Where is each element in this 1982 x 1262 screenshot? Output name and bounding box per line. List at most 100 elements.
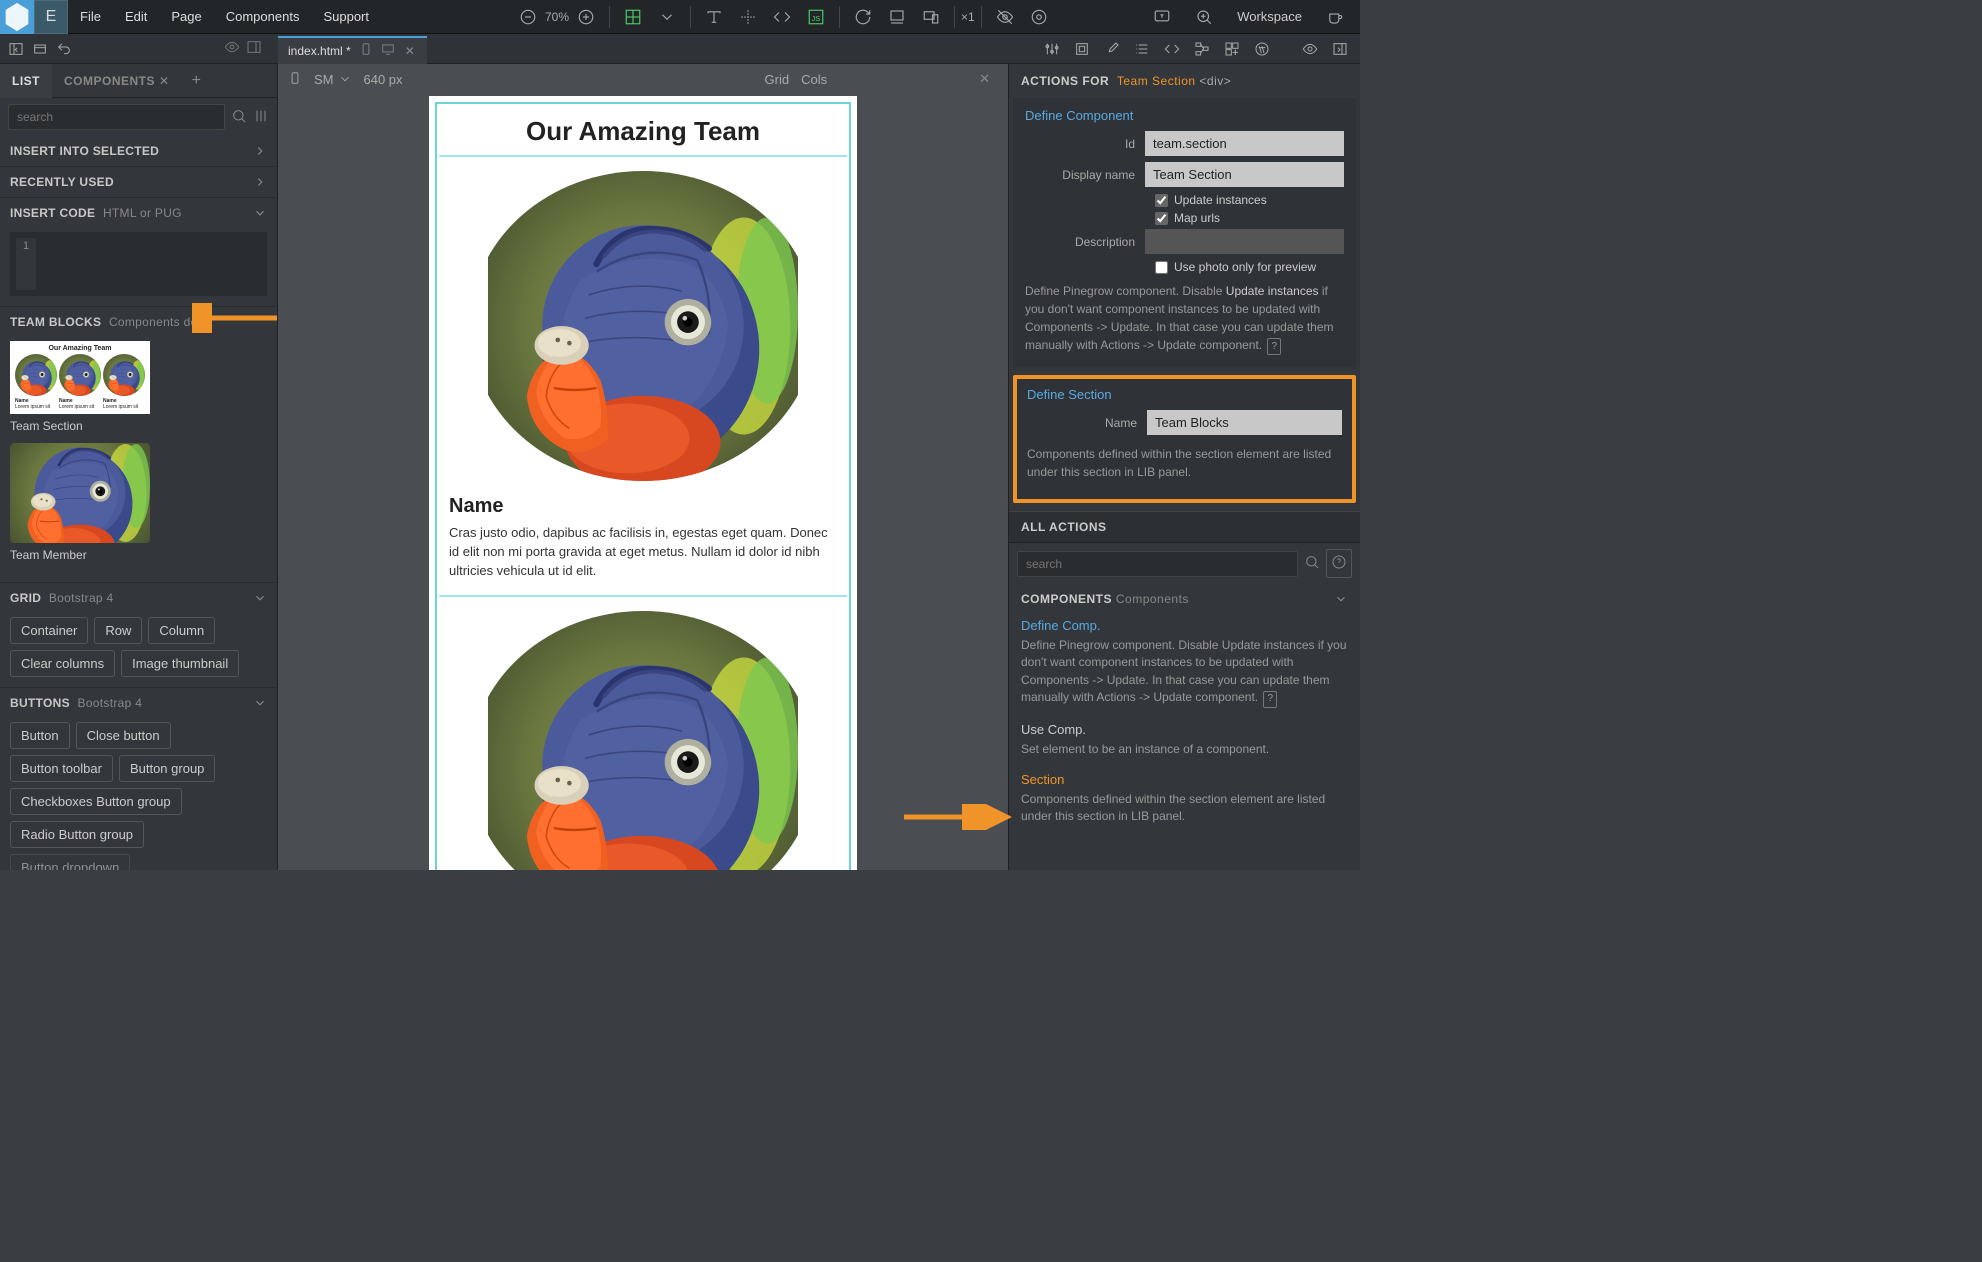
search-icon[interactable] <box>231 108 247 127</box>
components-group-header[interactable]: COMPONENTS Components <box>1009 584 1360 614</box>
actions-help-icon[interactable] <box>1326 549 1352 578</box>
grid-item-clear-columns[interactable]: Clear columns <box>10 650 115 677</box>
eye-left-icon[interactable] <box>224 39 240 58</box>
left-tab-list[interactable]: LIST <box>0 64 52 98</box>
device-mobile-icon[interactable] <box>288 71 302 88</box>
insert-code-header[interactable]: INSERT CODE HTML or PUG <box>0 198 277 228</box>
tab-close-icon[interactable]: ✕ <box>403 42 417 60</box>
e-mode-button[interactable]: E <box>34 0 68 34</box>
left-tab-components[interactable]: COMPONENTS✕ <box>52 64 182 98</box>
buttons-item-toolbar[interactable]: Button toolbar <box>10 755 113 782</box>
box-icon[interactable] <box>32 41 48 57</box>
component-id-input[interactable] <box>1145 131 1344 156</box>
recently-used-header[interactable]: RECENTLY USED <box>0 167 277 197</box>
refresh-button[interactable] <box>846 0 880 34</box>
responsive-button[interactable] <box>914 0 948 34</box>
menu-components[interactable]: Components <box>214 0 312 34</box>
undo-icon[interactable] <box>56 41 72 57</box>
menu-support[interactable]: Support <box>311 0 381 34</box>
frame-icon[interactable] <box>1070 37 1094 61</box>
wordpress-icon[interactable] <box>1250 37 1274 61</box>
canvas-close-icon[interactable]: ✕ <box>971 67 998 91</box>
page-heading[interactable]: Our Amazing Team <box>439 104 847 157</box>
description-input[interactable] <box>1145 229 1344 254</box>
coffee-button[interactable] <box>1318 0 1352 34</box>
grid-item-column[interactable]: Column <box>148 617 215 644</box>
display-name-input[interactable] <box>1145 162 1344 187</box>
device-button[interactable] <box>880 0 914 34</box>
grid-item-row[interactable]: Row <box>94 617 142 644</box>
js-button[interactable]: JS <box>799 0 833 34</box>
help-info-icon[interactable]: ? <box>1263 691 1277 708</box>
insert-into-selected-header[interactable]: INSERT INTO SELECTED <box>0 136 277 166</box>
buttons-item-checkboxes-group[interactable]: Checkboxes Button group <box>10 788 182 815</box>
buttons-item-radio-group[interactable]: Radio Button group <box>10 821 144 848</box>
layout-tool-button[interactable] <box>616 0 650 34</box>
use-comp-title[interactable]: Use Comp. <box>1021 722 1348 737</box>
tab-device-mobile-icon[interactable] <box>359 42 373 59</box>
member-description[interactable]: Cras justo odio, dapibus ac facilisis in… <box>449 524 837 581</box>
team-member-block[interactable] <box>439 597 847 870</box>
code-edit-button[interactable] <box>765 0 799 34</box>
section-action-link[interactable]: Section <box>1021 772 1348 787</box>
add-tab-button[interactable]: + <box>182 72 211 90</box>
file-tab[interactable]: index.html * ✕ <box>278 36 427 64</box>
visibility-toggle-button[interactable] <box>988 0 1022 34</box>
close-components-tab-icon[interactable]: ✕ <box>159 74 170 88</box>
member-photo[interactable] <box>470 611 816 870</box>
buttons-section-header[interactable]: BUTTONS Bootstrap 4 <box>0 688 277 718</box>
panel-right-icon[interactable] <box>246 39 262 58</box>
panel-toggle-left-icon[interactable] <box>8 41 24 57</box>
chevron-down-button[interactable] <box>650 0 684 34</box>
text-tool-button[interactable] <box>697 0 731 34</box>
help-button[interactable] <box>1145 0 1179 34</box>
workspace-label[interactable]: Workspace <box>1229 9 1310 24</box>
member-name-heading[interactable]: Name <box>449 489 837 524</box>
menu-page[interactable]: Page <box>159 0 213 34</box>
tree-icon[interactable] <box>1190 37 1214 61</box>
team-member-block[interactable]: Name Cras justo odio, dapibus ac facilis… <box>439 157 847 597</box>
list-icon[interactable] <box>1130 37 1154 61</box>
buttons-item-group[interactable]: Button group <box>119 755 215 782</box>
define-component-header[interactable]: Define Component <box>1025 108 1344 123</box>
page-preview[interactable]: Our Amazing Team Name Cras justo odio, d… <box>429 96 857 870</box>
left-search-input[interactable] <box>8 104 225 130</box>
grid-section-header[interactable]: GRID Bootstrap 4 <box>0 583 277 613</box>
insert-tool-button[interactable] <box>731 0 765 34</box>
code-input-box[interactable]: 1 <box>10 232 267 296</box>
buttons-item-dropdown[interactable]: Button dropdown <box>10 854 130 870</box>
settings-wheel-button[interactable] <box>1022 0 1056 34</box>
canvas-grid-label[interactable]: Grid <box>765 72 790 87</box>
buttons-item-button[interactable]: Button <box>10 722 70 749</box>
collapse-right-icon[interactable] <box>1328 37 1352 61</box>
actions-search-input[interactable] <box>1017 551 1298 577</box>
team-member-thumbnail[interactable] <box>10 443 150 543</box>
tab-device-screen-icon[interactable] <box>381 42 395 59</box>
sliders-icon[interactable] <box>1040 37 1064 61</box>
define-section-header[interactable]: Define Section <box>1027 387 1342 402</box>
code-icon[interactable] <box>1160 37 1184 61</box>
eye-right-icon[interactable] <box>1298 37 1322 61</box>
menu-edit[interactable]: Edit <box>113 0 159 34</box>
update-instances-checkbox[interactable] <box>1155 194 1168 207</box>
zoom-out-button[interactable] <box>511 0 545 34</box>
canvas-cols-label[interactable]: Cols <box>801 72 827 87</box>
help-info-icon[interactable]: ? <box>1267 338 1281 355</box>
zoom-in-button[interactable] <box>569 0 603 34</box>
define-comp-link[interactable]: Define Comp. <box>1021 618 1348 633</box>
app-logo-icon[interactable] <box>0 0 34 34</box>
device-breakpoint-select[interactable]: SM <box>314 72 352 87</box>
menu-file[interactable]: File <box>68 0 113 34</box>
buttons-item-close-button[interactable]: Close button <box>76 722 171 749</box>
photo-only-checkbox[interactable] <box>1155 261 1168 274</box>
actions-search-icon[interactable] <box>1304 554 1320 573</box>
grid-item-image-thumbnail[interactable]: Image thumbnail <box>121 650 239 677</box>
grid-item-container[interactable]: Container <box>10 617 88 644</box>
zoom-fit-button[interactable] <box>1187 0 1221 34</box>
section-name-input[interactable] <box>1147 410 1342 435</box>
canvas-viewport[interactable]: Our Amazing Team Name Cras justo odio, d… <box>278 94 1008 870</box>
member-photo[interactable] <box>470 171 816 481</box>
brush-icon[interactable] <box>1100 37 1124 61</box>
actions-panel-icon[interactable] <box>1220 37 1244 61</box>
team-blocks-header[interactable]: TEAM BLOCKS Components doc <box>0 307 277 337</box>
